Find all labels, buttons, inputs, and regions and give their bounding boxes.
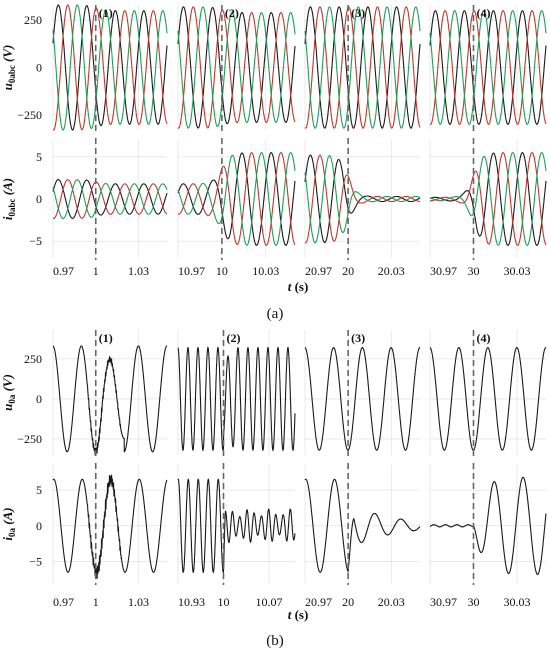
x-tick-a-3-0: 20.97 — [305, 264, 332, 278]
trace-a-u-panel1-phase3 — [52, 4, 168, 131]
x-axis-label-b: t (s) — [288, 607, 309, 622]
trace-a-u-panel2-phase2 — [177, 6, 296, 129]
trace-a-i-panel1-phase3 — [52, 179, 168, 219]
x-tick-b-1-2: 1.03 — [128, 595, 149, 609]
trace-a-u-panel1-phase2 — [52, 4, 168, 131]
x-tick-b-2-1: 10 — [218, 595, 230, 609]
trace-a-i-panel2-phase3 — [177, 152, 296, 247]
y-tick-b-1-2: −5 — [29, 555, 42, 569]
x-tick-b-2-0: 10.93 — [178, 595, 205, 609]
event-marker-b-1: (1) — [99, 331, 113, 345]
trace-b-u-panel4 — [429, 346, 547, 451]
x-tick-a-4-0: 30.97 — [430, 264, 457, 278]
event-marker-a-4: (4) — [477, 6, 491, 20]
event-marker-b-3: (3) — [351, 331, 365, 345]
event-marker-b-4: (4) — [477, 331, 491, 345]
trace-a-i-panel2-phase1 — [177, 151, 296, 246]
y-tick-a-1-1: 0 — [36, 192, 42, 206]
x-tick-a-2-1: 10 — [216, 264, 228, 278]
y-tick-a-1-2: −5 — [29, 234, 42, 248]
trace-a-i-panel1-phase1 — [52, 179, 168, 219]
trace-a-u-panel4-phase3 — [429, 10, 547, 125]
y-axis-label-a-0: u0abc (V) — [0, 45, 17, 91]
y-tick-a-0-2: −250 — [17, 108, 42, 122]
x-tick-a-3-1: 20 — [342, 264, 354, 278]
y-axis-label-b-0: u0a (V) — [0, 374, 17, 411]
x-tick-b-1-0: 0.97 — [53, 595, 74, 609]
event-marker-b-2: (2) — [227, 331, 241, 345]
trace-a-u-panel3-phase2 — [304, 6, 421, 129]
x-tick-a-1-2: 1.03 — [128, 264, 149, 278]
x-tick-b-4-1: 30 — [468, 595, 480, 609]
trace-a-u-panel1-phase1 — [52, 4, 168, 131]
y-tick-a-0-0: 250 — [24, 13, 42, 27]
y-axis-label-a-1: i0abc (A) — [0, 178, 17, 220]
x-tick-a-3-2: 20.03 — [378, 264, 405, 278]
trace-b-i-panel3 — [304, 478, 421, 574]
y-axis-label-b-1: i0a (A) — [0, 507, 17, 540]
x-tick-b-1-1: 1 — [93, 595, 99, 609]
trace-a-u-panel3-phase3 — [304, 6, 421, 129]
event-marker-a-2: (2) — [225, 6, 239, 20]
trace-a-i-panel2-phase2 — [177, 152, 296, 246]
label-layer: u0abc (V) 250 0 −250 (1) (2) (3) (4) i0abc (A) 5 0… — [0, 6, 531, 609]
trace-a-u-panel3-phase1 — [304, 6, 421, 129]
trace-a-u-panel2-phase3 — [177, 6, 296, 129]
x-tick-b-3-1: 20 — [342, 595, 354, 609]
y-tick-b-0-2: −250 — [17, 432, 42, 446]
event-marker-a-1: (1) — [99, 6, 113, 20]
trace-b-i-panel4 — [429, 476, 547, 575]
caption-a: (a) — [267, 306, 284, 322]
trace-a-i-panel4-phase1 — [429, 151, 547, 246]
x-tick-a-1-0: 0.97 — [53, 264, 74, 278]
x-tick-b-4-2: 30.03 — [504, 595, 531, 609]
trace-a-i-panel4-phase3 — [429, 152, 547, 247]
trace-a-u-panel2-phase1 — [177, 6, 296, 129]
y-tick-b-0-1: 0 — [36, 392, 42, 406]
trace-b-i-panel1 — [52, 474, 168, 579]
trace-layer — [52, 4, 547, 579]
event-marker-a-3: (3) — [351, 6, 365, 20]
trace-b-u-panel2 — [177, 346, 296, 452]
y-tick-a-0-1: 0 — [36, 61, 42, 75]
x-tick-a-4-2: 30.03 — [504, 264, 531, 278]
x-tick-b-4-0: 30.97 — [430, 595, 457, 609]
x-tick-a-4-1: 30 — [468, 264, 480, 278]
event-line-layer — [94, 5, 475, 585]
trace-a-i-panel1-phase2 — [52, 179, 168, 219]
x-tick-a-2-0: 10.97 — [178, 264, 205, 278]
y-tick-a-1-0: 5 — [36, 150, 42, 164]
x-tick-a-1-1: 1 — [93, 264, 99, 278]
y-tick-b-1-0: 5 — [36, 483, 42, 497]
x-axis-label-a: t (s) — [288, 279, 309, 294]
caption-b: (b) — [266, 633, 284, 649]
grid-layer — [52, 5, 546, 583]
trace-b-u-panel3 — [304, 346, 421, 451]
trace-a-i-panel3-phase3 — [304, 155, 421, 244]
y-tick-b-0-0: 250 — [24, 352, 42, 366]
x-tick-b-2-2: 10.07 — [256, 595, 283, 609]
trace-a-u-panel4-phase2 — [429, 10, 547, 125]
y-tick-b-1-1: 0 — [36, 519, 42, 533]
trace-b-i-panel2 — [177, 478, 296, 574]
x-tick-b-3-0: 20.97 — [305, 595, 332, 609]
trace-b-u-panel1 — [52, 345, 168, 456]
x-tick-a-2-2: 10.03 — [252, 264, 279, 278]
trace-a-i-panel3-phase2 — [304, 154, 420, 244]
trace-a-u-panel4-phase1 — [429, 10, 547, 125]
x-tick-b-3-2: 20.03 — [378, 595, 405, 609]
